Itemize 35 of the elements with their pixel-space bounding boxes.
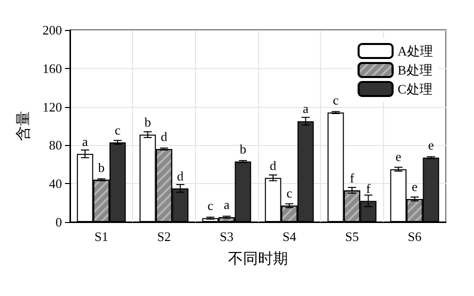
legend-label: C处理 [398, 82, 432, 96]
x-tick-label: S2 [157, 229, 171, 244]
y-tick-label: 40 [49, 176, 62, 192]
data-label: e [395, 149, 402, 164]
y-tick-label: 120 [42, 99, 62, 114]
data-label: c [207, 198, 214, 214]
data-label: c [332, 92, 339, 108]
x-tick-label: S6 [408, 229, 422, 244]
data-label: f [366, 180, 372, 196]
legend-label: B处理 [398, 62, 432, 78]
data-label: d [270, 158, 277, 173]
data-label: a [224, 197, 230, 212]
x-tick-label: S1 [94, 229, 108, 244]
x-tick-label: S5 [345, 229, 359, 244]
data-label: d [160, 129, 168, 144]
y-tick-label: 80 [49, 138, 62, 153]
data-label: f [350, 170, 355, 186]
data-label: c [114, 122, 121, 138]
legend-label: A处理 [398, 44, 433, 58]
data-label: d [177, 168, 184, 184]
y-axis-title: 含量 [15, 111, 32, 141]
data-label: a [82, 134, 88, 149]
y-tick-label: 0 [56, 214, 62, 230]
x-tick-label: S3 [220, 229, 234, 244]
data-label: b [240, 142, 246, 157]
x-axis-title: 不同时期 [228, 250, 288, 268]
data-label: e [428, 138, 434, 153]
y-tick-label: 160 [42, 60, 62, 76]
data-label: c [286, 186, 292, 201]
x-tick-label: S4 [282, 229, 297, 244]
data-label: e [412, 178, 418, 194]
y-tick-label: 200 [42, 22, 62, 38]
data-label: a [302, 101, 309, 116]
data-label: b [144, 114, 151, 130]
data-label: b [98, 160, 105, 175]
